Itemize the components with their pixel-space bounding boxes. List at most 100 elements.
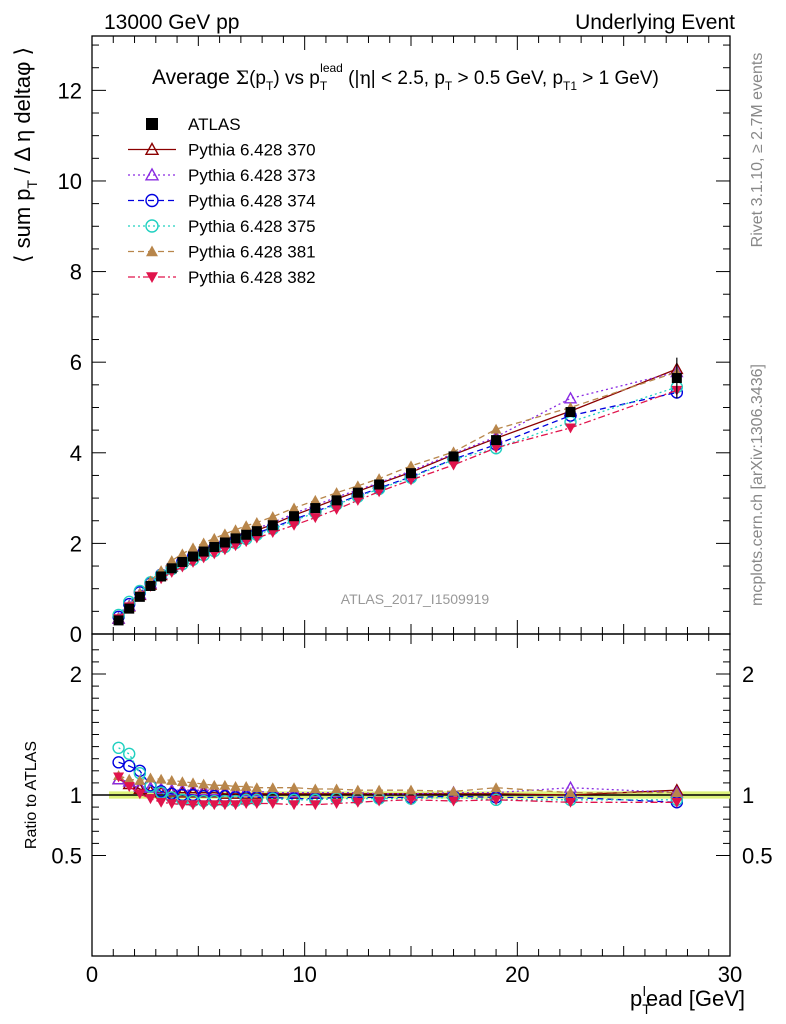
ratio-point bbox=[144, 794, 156, 805]
legend-entry-p381: Pythia 6.428 381 bbox=[128, 243, 316, 262]
y-tick-label: 4 bbox=[70, 441, 82, 466]
ratio-point bbox=[123, 773, 135, 784]
ratio-point bbox=[405, 784, 417, 795]
mcplots-reference-label: mcplots.cern.ch [arXiv:1306.3436] bbox=[749, 364, 766, 606]
ratio-point bbox=[352, 797, 364, 808]
series-p373 bbox=[111, 365, 684, 624]
legend-label: Pythia 6.428 370 bbox=[188, 141, 316, 160]
data-point bbox=[289, 511, 300, 522]
legend-marker bbox=[146, 272, 158, 283]
data-point bbox=[405, 460, 417, 471]
data-point bbox=[490, 443, 502, 454]
data-point bbox=[124, 603, 135, 614]
data-point bbox=[230, 541, 242, 552]
series-p374 bbox=[112, 386, 684, 623]
data-point bbox=[309, 513, 321, 524]
legend-label: Pythia 6.428 375 bbox=[188, 217, 316, 236]
ratio-point bbox=[187, 800, 199, 811]
ratio-point bbox=[309, 783, 321, 794]
series-layer bbox=[111, 357, 684, 811]
legend-marker bbox=[146, 245, 158, 257]
legend-label: Pythia 6.428 381 bbox=[188, 243, 316, 262]
legend-label: Pythia 6.428 374 bbox=[188, 192, 316, 211]
ratio-point bbox=[134, 789, 146, 800]
ratio-point bbox=[186, 785, 200, 798]
ratio-point bbox=[309, 800, 321, 811]
ratio-point bbox=[331, 783, 343, 794]
data-point bbox=[251, 526, 262, 537]
ratio-y-tick-label: 1 bbox=[742, 783, 754, 808]
ratio-y-tick-label: 1 bbox=[70, 783, 82, 808]
ratio-y-axis-title: Ratio to ATLAS bbox=[23, 741, 40, 849]
data-point bbox=[241, 529, 252, 540]
collision-label: 13000 GeV pp bbox=[104, 11, 239, 34]
y-tick-label: 6 bbox=[70, 350, 82, 375]
data-point bbox=[240, 520, 252, 531]
ratio-point bbox=[208, 800, 220, 811]
ratio-point bbox=[176, 800, 188, 811]
analysis-id-label: ATLAS_2017_I1509919 bbox=[341, 591, 490, 607]
ratio-y-tick-label: 2 bbox=[742, 662, 754, 687]
ratio-point bbox=[155, 773, 167, 784]
data-point bbox=[198, 546, 209, 557]
legend-marker bbox=[144, 167, 160, 181]
ratio-y-tick-label: 0.5 bbox=[51, 844, 82, 869]
legend-entry-p370: Pythia 6.428 370 bbox=[128, 141, 316, 160]
plot-title: Average Σ(pT) vs pTlead (|η| < 2.5, pT >… bbox=[152, 61, 659, 93]
ratio-point bbox=[267, 799, 279, 809]
series-p370 bbox=[111, 362, 684, 624]
x-tick-label: 20 bbox=[505, 962, 529, 987]
legend-marker bbox=[145, 193, 159, 208]
ratio-point bbox=[240, 781, 252, 791]
x-tick-label: 0 bbox=[86, 962, 98, 987]
ratio-y-tick-label: 2 bbox=[70, 662, 82, 687]
legend-marker bbox=[145, 219, 159, 233]
series-ATLAS bbox=[113, 373, 682, 626]
series-p375 bbox=[112, 380, 684, 622]
x-tick-label: 10 bbox=[292, 962, 316, 987]
data-point bbox=[448, 460, 460, 471]
data-point bbox=[166, 563, 177, 574]
data-point bbox=[230, 524, 242, 535]
data-point bbox=[310, 503, 321, 514]
data-point bbox=[230, 533, 241, 544]
data-point bbox=[219, 528, 231, 539]
series-line bbox=[118, 386, 678, 616]
data-point bbox=[251, 517, 263, 527]
ratio-point bbox=[198, 778, 210, 789]
data-point bbox=[267, 528, 279, 539]
data-point bbox=[219, 545, 231, 556]
ratio-point bbox=[565, 787, 576, 797]
data-point bbox=[267, 511, 279, 522]
data-point bbox=[177, 556, 188, 567]
y-tick-label: 8 bbox=[70, 260, 82, 285]
data-point bbox=[331, 505, 343, 515]
ratio-point bbox=[565, 797, 576, 808]
ratio-point bbox=[373, 796, 385, 807]
data-point bbox=[288, 502, 300, 513]
series-p382 bbox=[113, 385, 683, 625]
y-tick-label: 12 bbox=[58, 78, 82, 103]
ratio-point bbox=[176, 776, 188, 787]
ratio-point bbox=[175, 785, 190, 798]
ratio-point bbox=[267, 782, 279, 793]
series-line bbox=[118, 371, 678, 619]
data-point bbox=[331, 495, 342, 506]
data-point bbox=[198, 537, 210, 548]
ratio-point bbox=[218, 786, 232, 799]
legend-entry-p382: Pythia 6.428 382 bbox=[128, 268, 316, 287]
rivet-version-label: Rivet 3.1.10, ≥ 2.7M events bbox=[749, 53, 766, 248]
legend: ATLAS Pythia 6.428 370 Pythia 6.428 373 Pyt… bbox=[128, 115, 316, 287]
ratio-point bbox=[113, 772, 125, 783]
legend-label: Pythia 6.428 373 bbox=[188, 166, 316, 185]
legend-entry-ATLAS: ATLAS bbox=[146, 115, 241, 134]
ratio-point bbox=[123, 759, 136, 773]
data-point bbox=[187, 542, 199, 553]
data-point bbox=[373, 487, 385, 498]
series-line bbox=[118, 371, 677, 620]
data-point bbox=[113, 615, 124, 626]
data-point bbox=[176, 548, 188, 559]
legend-label: Pythia 6.428 382 bbox=[188, 268, 316, 287]
